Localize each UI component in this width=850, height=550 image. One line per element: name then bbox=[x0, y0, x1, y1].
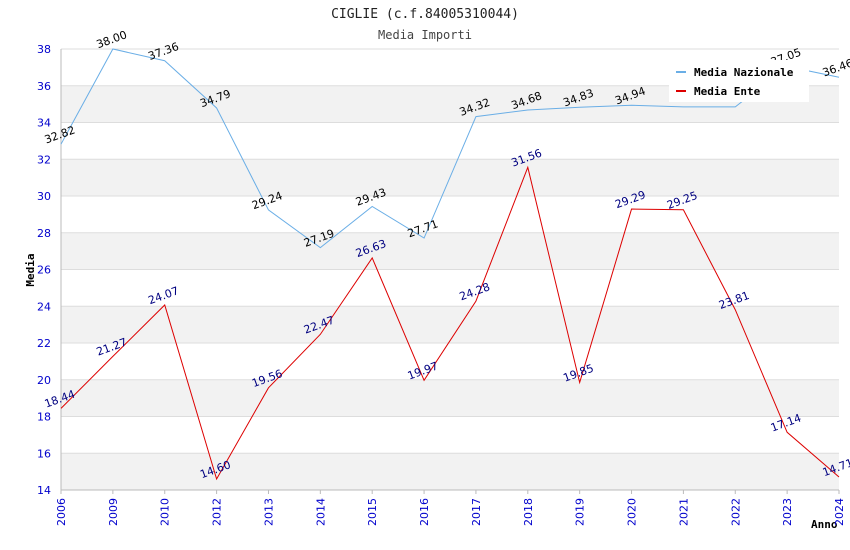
background-bands bbox=[61, 49, 839, 490]
series-line-media-nazionale bbox=[60, 48, 840, 249]
legend: Media Nazionale Media Ente bbox=[669, 60, 809, 102]
y-tick-label: 30 bbox=[37, 190, 51, 203]
y-tick-label: 16 bbox=[37, 447, 51, 460]
x-tick-label: 2024 bbox=[833, 498, 846, 526]
x-tick-label: 2017 bbox=[470, 498, 483, 526]
band bbox=[61, 343, 839, 380]
x-tick-label: 2006 bbox=[55, 498, 68, 526]
y-tick-label: 28 bbox=[37, 227, 51, 240]
x-tick-label: 2020 bbox=[626, 498, 639, 526]
x-tick-label: 2012 bbox=[211, 498, 224, 526]
y-tick-label: 20 bbox=[37, 374, 51, 387]
y-tick-label: 22 bbox=[37, 337, 51, 350]
y-tick-label: 38 bbox=[37, 43, 51, 56]
x-tick-label: 2014 bbox=[314, 498, 327, 526]
chart-title: CIGLIE (c.f.84005310044) bbox=[331, 7, 519, 22]
legend-entry: Media Nazionale bbox=[694, 66, 794, 79]
band bbox=[61, 416, 839, 454]
legend-entry: Media Ente bbox=[694, 85, 761, 98]
band bbox=[61, 379, 839, 417]
x-tick-label: 2015 bbox=[366, 498, 379, 526]
y-axis-label: Media bbox=[24, 253, 37, 286]
y-tick-label: 32 bbox=[37, 153, 51, 166]
y-tick-label: 24 bbox=[37, 300, 51, 313]
chart-subtitle: Media Importi bbox=[378, 28, 472, 42]
band bbox=[61, 122, 839, 160]
band bbox=[61, 232, 839, 270]
x-tick-label: 2021 bbox=[677, 498, 690, 526]
band bbox=[61, 269, 839, 307]
y-tick-label: 26 bbox=[37, 264, 51, 277]
series-lines bbox=[60, 48, 840, 481]
x-tick-label: 2013 bbox=[262, 498, 275, 526]
y-tick-label: 14 bbox=[37, 484, 51, 497]
y-tick-labels: 14 16 18 20 22 24 26 28 30 32 34 36 38 bbox=[37, 43, 51, 497]
x-tick-label: 2018 bbox=[522, 498, 535, 526]
band bbox=[61, 306, 839, 343]
x-tick-label: 2019 bbox=[574, 498, 587, 526]
data-label: 38.00 bbox=[95, 28, 129, 51]
x-tick-label: 2016 bbox=[418, 498, 431, 526]
x-axis-label: Anno bbox=[811, 518, 838, 531]
band bbox=[61, 453, 839, 490]
band bbox=[61, 196, 839, 233]
y-tick-label: 34 bbox=[37, 117, 51, 130]
gridlines bbox=[60, 48, 839, 491]
x-tick-labels: 2006 2009 2010 2012 2013 2014 2015 2016 2017 2018… bbox=[55, 490, 846, 526]
legend-box bbox=[669, 60, 809, 102]
x-tick-label: 2023 bbox=[781, 498, 794, 526]
x-tick-label: 2022 bbox=[729, 498, 742, 526]
y-tick-label: 18 bbox=[37, 411, 51, 424]
y-tick-label: 36 bbox=[37, 80, 51, 93]
x-tick-label: 2010 bbox=[159, 498, 172, 526]
x-tick-label: 2009 bbox=[107, 498, 120, 526]
series-line-media-ente bbox=[60, 165, 840, 481]
